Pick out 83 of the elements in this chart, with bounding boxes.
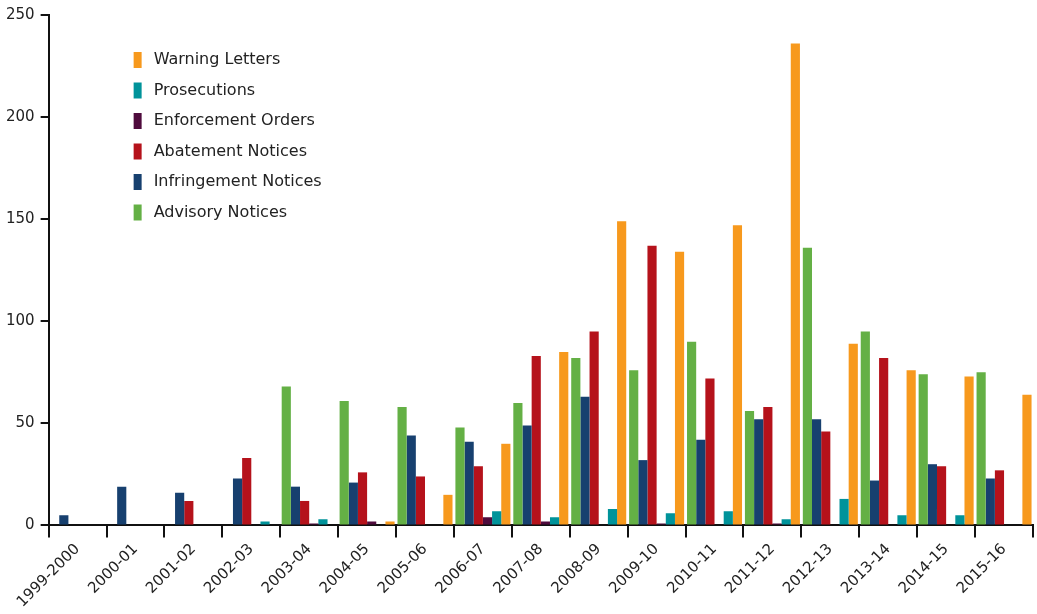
bar — [869, 480, 880, 525]
bar — [629, 370, 639, 525]
bar — [482, 517, 493, 525]
bar — [994, 470, 1005, 525]
legend-label: Abatement Notices — [153, 140, 308, 160]
bar — [559, 351, 569, 525]
bar — [357, 472, 368, 525]
legend-label: Warning Letters — [153, 49, 281, 69]
bar — [367, 521, 377, 525]
bar — [300, 500, 310, 525]
bar — [385, 521, 395, 525]
bar — [839, 498, 849, 525]
bar — [821, 431, 831, 525]
bar — [549, 517, 560, 525]
bar — [732, 225, 743, 525]
bar — [513, 402, 523, 525]
bar — [281, 386, 291, 525]
y-tick-label: 150 — [5, 209, 35, 228]
bar — [744, 411, 755, 525]
bar — [473, 466, 483, 525]
bar — [348, 482, 358, 525]
y-tick-label: 100 — [5, 311, 35, 330]
bar — [571, 358, 581, 525]
legend-label: Infringement Notices — [153, 171, 322, 191]
bar — [522, 425, 532, 525]
bar — [589, 331, 599, 525]
bar — [918, 374, 928, 525]
legend-label: Enforcement Orders — [153, 110, 315, 130]
bar — [790, 43, 800, 525]
y-tick-label: 250 — [5, 4, 35, 23]
bar — [1022, 394, 1032, 525]
bar — [802, 247, 812, 525]
bar — [754, 419, 764, 525]
y-tick-label: 0 — [25, 515, 35, 534]
bar — [879, 358, 889, 525]
bar — [781, 519, 791, 525]
bar — [415, 476, 426, 525]
bar — [955, 515, 965, 525]
bar — [260, 521, 270, 525]
bar — [897, 515, 907, 525]
bar — [906, 370, 916, 525]
bar — [242, 458, 252, 525]
bar — [397, 407, 407, 525]
bar — [647, 245, 657, 525]
bar — [59, 515, 69, 525]
bar — [455, 427, 465, 525]
bar — [705, 378, 715, 525]
bar — [501, 443, 511, 525]
bar — [175, 492, 185, 525]
bar — [860, 331, 870, 525]
y-tick-label: 200 — [5, 106, 35, 125]
legend-label: Advisory Notices — [153, 201, 288, 221]
bar — [492, 511, 502, 525]
bar — [812, 419, 822, 525]
bar — [936, 466, 947, 525]
bar — [117, 486, 127, 525]
bar — [617, 221, 627, 525]
bar — [927, 464, 937, 525]
bar — [976, 372, 986, 525]
bar — [687, 341, 697, 525]
bar — [607, 509, 618, 525]
bar — [580, 396, 590, 525]
bar — [964, 376, 974, 525]
bar — [290, 486, 301, 525]
bar — [985, 478, 995, 525]
bar — [696, 439, 706, 525]
legend-label: Prosecutions — [153, 79, 256, 99]
bar — [464, 441, 474, 525]
bar — [443, 494, 453, 525]
bar — [665, 513, 675, 525]
bar — [848, 343, 858, 525]
bar — [232, 478, 243, 525]
bar — [531, 355, 541, 525]
bar — [184, 500, 194, 525]
bar — [763, 407, 773, 525]
y-tick-label: 50 — [15, 413, 35, 432]
bar — [674, 251, 685, 525]
bar — [406, 435, 416, 525]
bar — [540, 521, 550, 525]
bar — [638, 460, 648, 525]
bar — [339, 400, 349, 525]
bar — [318, 519, 328, 525]
bar — [723, 511, 733, 525]
